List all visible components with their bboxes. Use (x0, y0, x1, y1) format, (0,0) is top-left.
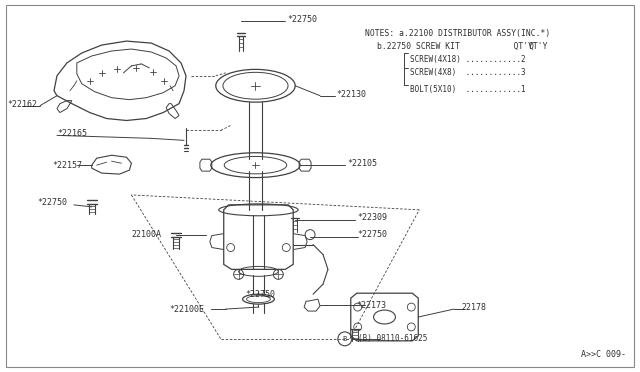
Text: *22100E: *22100E (169, 305, 204, 314)
Text: *22105: *22105 (348, 159, 378, 168)
Text: *22162: *22162 (7, 100, 37, 109)
Text: QT'Y: QT'Y (529, 42, 548, 51)
Text: *22309: *22309 (358, 213, 388, 222)
Text: *22750: *22750 (37, 198, 67, 207)
Text: *22130: *22130 (336, 90, 366, 99)
Text: 22100A: 22100A (131, 230, 161, 239)
Text: (B) 08110-61625: (B) 08110-61625 (358, 334, 427, 343)
Text: *22165: *22165 (57, 129, 87, 138)
Text: *22750: *22750 (358, 230, 388, 239)
Text: SCREW(4X18) ............2: SCREW(4X18) ............2 (410, 55, 526, 64)
Text: BOLT(5X10)  ............1: BOLT(5X10) ............1 (410, 85, 526, 94)
Text: *22750: *22750 (287, 15, 317, 24)
Text: *22173: *22173 (356, 301, 387, 310)
Text: b.22750 SCREW KIT           QT'Y: b.22750 SCREW KIT QT'Y (376, 42, 532, 51)
Text: A>>C 009-: A>>C 009- (580, 350, 626, 359)
Text: 22178: 22178 (461, 302, 486, 312)
Text: *22750: *22750 (246, 290, 276, 299)
Text: B: B (342, 336, 347, 342)
Text: SCREW(4X8)  ............3: SCREW(4X8) ............3 (410, 68, 526, 77)
Text: NOTES: a.22100 DISTRIBUTOR ASSY(INC.*): NOTES: a.22100 DISTRIBUTOR ASSY(INC.*) (365, 29, 550, 38)
Text: *22157: *22157 (52, 161, 82, 170)
